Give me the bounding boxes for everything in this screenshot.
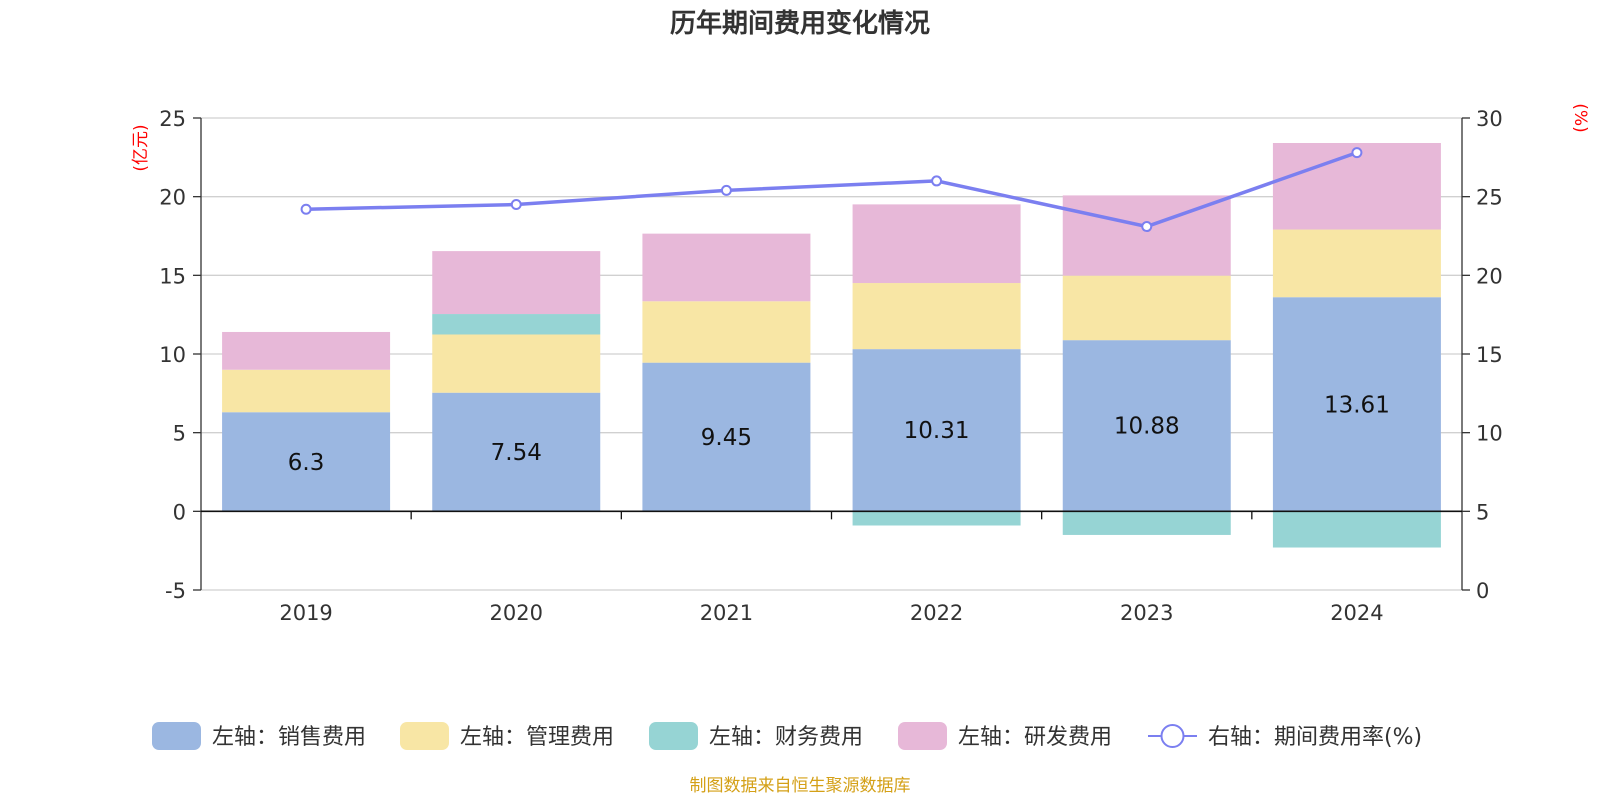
rate-point-2023 [1141,221,1153,233]
bar-segment-2022-s0 [852,349,1021,512]
left-tick-label: 0 [173,500,186,524]
bar-segment-2019-s0 [222,412,391,512]
left-axis-unit: (亿元) [131,124,151,171]
right-tick-label: 5 [1476,500,1489,524]
legend-marker-swatch [1160,724,1185,748]
bar-layer [222,143,1441,548]
legend-label-3: 左轴：研发费用 [958,725,1112,750]
category-label-2020: 2020 [490,601,543,625]
left-tick-label: 5 [173,422,186,446]
bar-segment-2024-s0 [1272,297,1441,512]
rate-point-2021 [720,184,732,196]
category-label-2021: 2021 [700,601,753,625]
legend-swatch-3 [898,722,947,750]
right-tick-label: 25 [1476,186,1503,210]
bar-segment-2020-s2 [432,314,601,335]
bar-segment-2023-s1 [1062,275,1231,341]
legend: 左轴：销售费用 左轴：管理费用 左轴：财务费用 左轴：研发费用 右轴：期间费用率(%) [152,722,1422,750]
left-tick-label: 10 [159,343,186,367]
legend-label-0: 左轴：销售费用 [212,725,366,750]
rate-point-2020 [510,199,522,211]
bar-segment-2022-s1 [852,283,1021,350]
rate-point-2022 [931,175,943,187]
rate-line [306,150,1358,229]
right-tick-label: 30 [1476,107,1503,131]
legend-label-4: 右轴：期间费用率(%) [1208,725,1422,750]
category-label-2024: 2024 [1330,601,1383,625]
bar-segment-2021-s1 [642,301,811,363]
bar-segment-2023-s2 [1062,511,1231,535]
axes: -5 0 5 10 15 20 25 0 5 10 15 20 25 30 2019 2020 2021 2022… [159,107,1502,625]
bar-segment-2019-s3 [222,331,391,370]
rate-point-2019 [300,203,312,215]
source-note: 制图数据来自恒生聚源数据库 [690,776,911,796]
category-label-2019: 2019 [279,601,332,625]
grid-lines [201,117,1462,591]
legend-swatch-2 [649,722,698,750]
legend-label-1: 左轴：管理费用 [460,725,614,750]
left-tick-label: 20 [159,186,186,210]
bar-segment-2020-s3 [432,251,601,315]
data-label-2020: 7.54 [491,440,542,466]
bar-segment-2019-s1 [222,369,391,413]
rate-line-layer [300,147,1363,233]
data-label-2022: 10.31 [904,418,970,444]
data-label-2023: 10.88 [1114,414,1180,440]
bar-segment-2020-s0 [432,392,601,512]
category-label-2022: 2022 [910,601,963,625]
bar-segment-2022-s3 [852,204,1021,284]
legend-swatch-0 [152,722,201,750]
left-tick-label: 15 [159,264,186,288]
data-label-2019: 6.3 [288,450,325,476]
category-label-2023: 2023 [1120,601,1173,625]
bar-segment-2021-s0 [642,362,811,512]
bar-segment-2020-s1 [432,334,601,393]
right-tick-label: 10 [1476,422,1503,446]
legend-swatch-1 [400,722,449,750]
left-tick-label: 25 [159,107,186,131]
right-axis-unit: (%) [1570,103,1590,132]
bar-segment-2024-s1 [1272,229,1441,298]
bar-segment-2023-s0 [1062,340,1231,512]
right-tick-label: 20 [1476,264,1503,288]
right-tick-label: 15 [1476,343,1503,367]
bar-segment-2023-s3 [1062,195,1231,276]
data-label-2021: 9.45 [701,425,752,451]
legend-label-2: 左轴：财务费用 [709,725,863,750]
bar-segment-2024-s2 [1272,511,1441,548]
right-tick-label: 0 [1476,579,1489,603]
data-label-2024: 13.61 [1324,392,1390,418]
left-tick-label: -5 [165,579,186,603]
rate-point-2024 [1351,147,1363,159]
bar-segment-2022-s2 [852,511,1021,526]
bar-segment-2021-s3 [642,233,811,302]
data-label-layer: 6.3 7.54 9.45 10.31 10.88 13.61 [288,392,1390,476]
chart-title: 历年期间费用变化情况 [670,8,930,39]
